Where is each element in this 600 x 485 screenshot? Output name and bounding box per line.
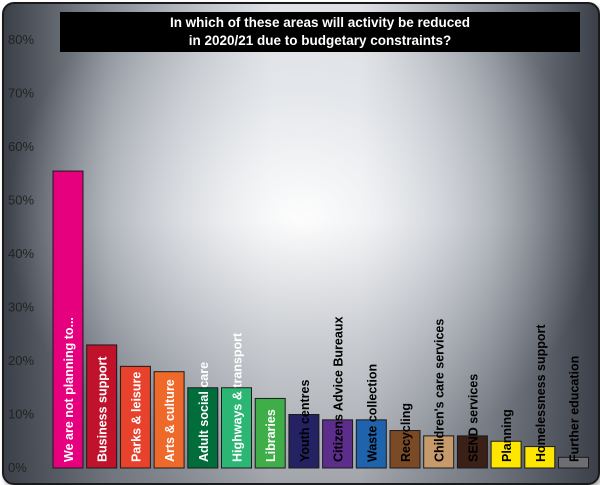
bar-category-label: Libraries (264, 409, 278, 462)
bar-category-label: Parks & leisure (129, 372, 143, 462)
bar (456, 435, 488, 469)
bar-category-label: Highways & transport (231, 332, 245, 462)
bar-category-label: Planning (500, 409, 514, 462)
y-tick-label: 50% (8, 193, 34, 208)
y-tick-label: 10% (8, 407, 34, 422)
bar-category-label: SEND services (466, 374, 480, 462)
bar (86, 344, 118, 469)
y-tick-label: 60% (8, 139, 34, 154)
y-tick-label: 30% (8, 300, 34, 315)
chart-title: In which of these areas will activity be… (60, 12, 580, 52)
y-tick-label: 0% (8, 460, 27, 475)
y-tick-label: 20% (8, 353, 34, 368)
bar-category-label: Further education (568, 356, 582, 462)
y-axis: 0% 10% 20% 30% 40% 50% 60% 70% 80% (8, 32, 34, 475)
y-tick-label: 80% (8, 32, 34, 47)
bar (490, 440, 522, 469)
bar-category-label: We are not planning to... (62, 317, 76, 462)
y-tick-label: 40% (8, 246, 34, 261)
bar (288, 414, 320, 469)
bars (52, 170, 589, 469)
bar-category-label: Adult social care (197, 362, 211, 462)
bar (389, 430, 421, 469)
bar-category-label: Citizens Advice Bureaux (332, 317, 346, 462)
bar-category-label: Waste collection (365, 364, 379, 462)
bar-labels: We are not planning to... Business suppor… (62, 317, 582, 462)
bar-category-label: Children's care services (433, 319, 447, 462)
bar (119, 365, 151, 469)
bar (52, 170, 84, 469)
chart-title-line-1: In which of these areas will activity be… (169, 15, 471, 30)
bar (254, 397, 286, 469)
bar (322, 419, 354, 469)
bar-category-label: Youth centres (298, 380, 312, 462)
bar-category-label: Arts & culture (163, 379, 177, 462)
bar-category-label: Homelessness support (534, 324, 548, 462)
chart-title-line-2: in 2020/21 due to budgetary constraints? (188, 33, 452, 48)
bar (558, 456, 589, 469)
bar (221, 387, 252, 469)
bar (187, 387, 219, 469)
bar (355, 419, 387, 469)
bar-category-label: Business support (96, 356, 110, 462)
bar (524, 446, 556, 469)
y-tick-label: 70% (8, 86, 34, 101)
bar-category-label: Recycling (399, 403, 413, 462)
bar (423, 435, 455, 469)
bar (153, 371, 185, 469)
